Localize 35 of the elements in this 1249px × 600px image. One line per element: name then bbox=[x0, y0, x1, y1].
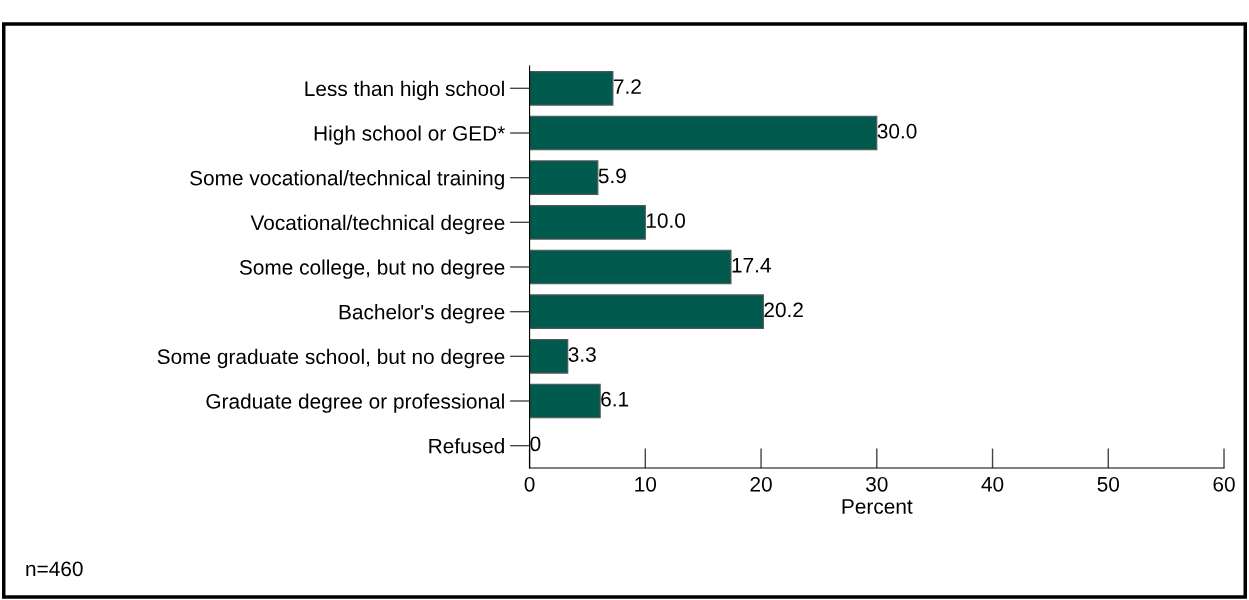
bar bbox=[529, 383, 601, 419]
text: n=460 bbox=[26, 561, 83, 577]
x-tick-label: 20 bbox=[750, 476, 772, 492]
data-label: 17.4 bbox=[732, 258, 771, 273]
y-tick-label: High school or GED* bbox=[314, 125, 505, 145]
data-label: 0 bbox=[530, 436, 541, 452]
x-tick-label: 0 bbox=[524, 476, 535, 492]
bar bbox=[529, 205, 646, 240]
y-tick-label: Some graduate school, but no degree bbox=[157, 348, 505, 369]
x-axis-title: Percent bbox=[842, 499, 913, 514]
x-tick-label: 50 bbox=[1097, 476, 1120, 492]
data-label: 10.0 bbox=[646, 213, 686, 228]
y-tick-label: Less than high school bbox=[305, 80, 504, 101]
bar bbox=[529, 160, 599, 195]
bar bbox=[529, 339, 569, 374]
data-label: 3.3 bbox=[568, 347, 596, 362]
y-tick-label: Some college, but no degree bbox=[239, 259, 505, 279]
bar bbox=[529, 294, 764, 329]
y-tick-label: Bachelor's degree bbox=[339, 304, 505, 324]
y-tick-label: Some vocational/technical training bbox=[190, 170, 504, 190]
bar bbox=[529, 249, 732, 285]
y-tick-label: Vocational/technical degree bbox=[250, 214, 505, 235]
x-tick-label: 40 bbox=[981, 476, 1004, 492]
data-label: 20.2 bbox=[764, 302, 803, 318]
bar bbox=[529, 71, 614, 106]
data-label: 5.9 bbox=[598, 168, 626, 184]
y-tick-label: Graduate degree or professional bbox=[206, 393, 504, 413]
data-label: 7.2 bbox=[613, 79, 641, 94]
x-tick-label: 30 bbox=[866, 476, 888, 492]
data-label: 30.0 bbox=[877, 123, 917, 139]
x-tick-label: 60 bbox=[1213, 476, 1235, 492]
data-label: 6.1 bbox=[601, 391, 629, 407]
x-tick-label: 10 bbox=[635, 476, 657, 492]
y-tick-label: Refused bbox=[429, 438, 504, 454]
bar bbox=[529, 115, 878, 151]
